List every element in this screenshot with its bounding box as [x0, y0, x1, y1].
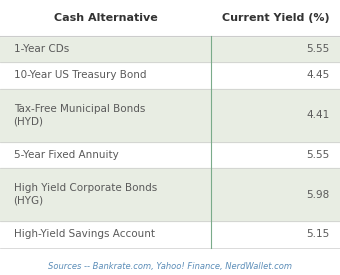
Text: Current Yield (%): Current Yield (%): [222, 13, 329, 23]
Text: 5.55: 5.55: [307, 150, 330, 160]
Text: 5-Year Fixed Annuity: 5-Year Fixed Annuity: [14, 150, 118, 160]
Bar: [0, 89, 340, 142]
Text: Tax-Free Municipal Bonds
(HYD): Tax-Free Municipal Bonds (HYD): [14, 104, 145, 126]
Text: 4.41: 4.41: [307, 110, 330, 120]
Bar: [0, 168, 340, 221]
Text: 5.15: 5.15: [307, 229, 330, 239]
Text: 5.98: 5.98: [307, 189, 330, 200]
Bar: [0, 36, 340, 62]
Text: 10-Year US Treasury Bond: 10-Year US Treasury Bond: [14, 70, 146, 81]
Text: 4.45: 4.45: [307, 70, 330, 81]
Text: Sources -- Bankrate.com, Yahoo! Finance, NerdWallet.com: Sources -- Bankrate.com, Yahoo! Finance,…: [48, 262, 292, 271]
Text: Cash Alternative: Cash Alternative: [53, 13, 157, 23]
Text: 5.55: 5.55: [307, 44, 330, 54]
Text: 1-Year CDs: 1-Year CDs: [14, 44, 69, 54]
Text: High Yield Corporate Bonds
(HYG): High Yield Corporate Bonds (HYG): [14, 183, 157, 206]
Bar: [0, 0, 340, 36]
Text: High-Yield Savings Account: High-Yield Savings Account: [14, 229, 155, 239]
